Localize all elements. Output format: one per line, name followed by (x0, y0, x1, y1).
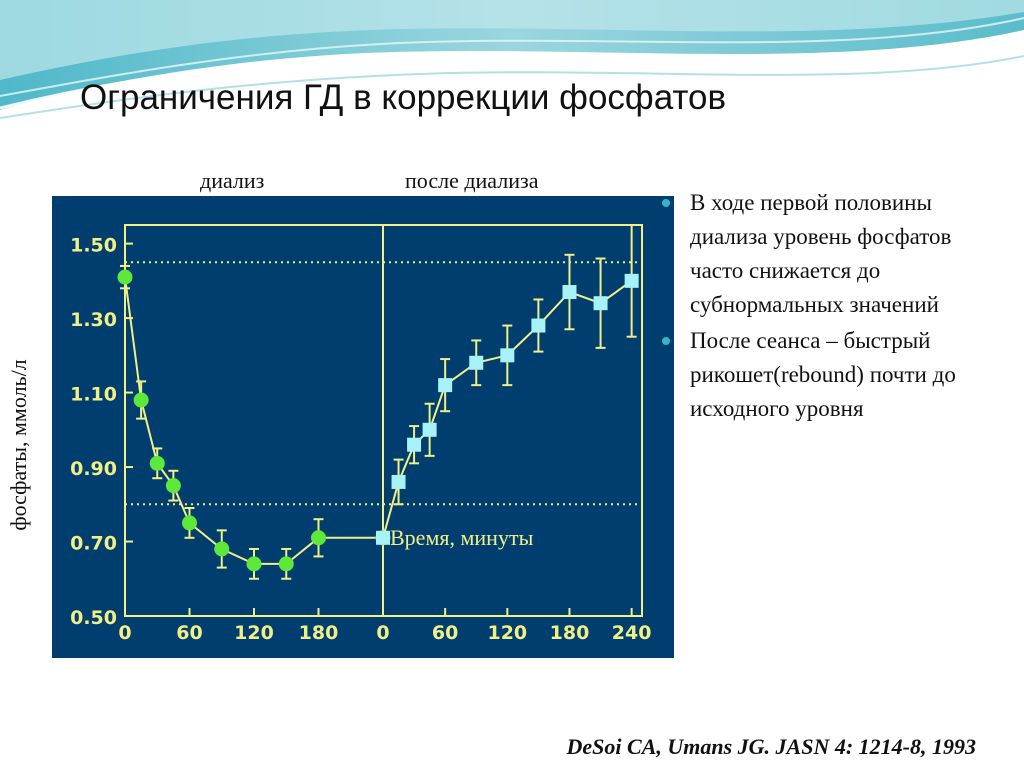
y-tick-label: 0.70 (70, 533, 117, 555)
y-tick-label: 1.30 (70, 309, 117, 331)
header-wave-banner (0, 0, 1024, 119)
x-tick-label: 240 (612, 622, 652, 644)
caption-after-dialysis: после диализа (405, 168, 539, 193)
data-point (165, 478, 181, 494)
data-point (422, 422, 437, 437)
data-point (469, 355, 484, 370)
citation: DeSoi CA, Umans JG. JASN 4: 1214-8, 1993 (566, 734, 976, 759)
y-tick-label: 1.50 (70, 235, 117, 257)
data-point (531, 318, 546, 333)
data-point (562, 285, 577, 300)
y-axis-label: фосфаты, ммоль/л (6, 359, 31, 531)
data-point (278, 556, 294, 572)
y-tick-label: 0.50 (70, 607, 117, 629)
x-tick-label: 120 (487, 622, 527, 644)
x-tick-label: 60 (176, 622, 202, 644)
bullet-dot-icon (662, 337, 670, 345)
data-point (500, 348, 515, 363)
x-tick-label: 0 (118, 622, 131, 644)
bullet-text: В ходе первой половины диализа уровень ф… (690, 190, 952, 317)
data-point (117, 269, 133, 285)
data-point (391, 474, 406, 489)
bullet-text: После сеанса – быстрый рикошет(rebound) … (690, 328, 956, 421)
data-point (182, 515, 197, 531)
bullet-item: После сеанса – быстрый рикошет(rebound) … (660, 324, 1010, 426)
y-tick-label: 0.90 (70, 458, 117, 480)
x-tick-label: 60 (432, 622, 458, 644)
phosphate-chart: 0.50 0.70 0.90 1.10 1.30 1.50 0 60 120 180 0 60 120 1… (52, 196, 674, 658)
data-point (133, 392, 149, 408)
bullet-item: В ходе первой половины диализа уровень ф… (660, 186, 1010, 322)
data-point (593, 296, 608, 311)
data-point (407, 437, 422, 452)
x-tick-label: 0 (376, 622, 389, 644)
plot-background (52, 196, 674, 658)
data-point (246, 556, 262, 572)
bullet-dot-icon (662, 199, 670, 207)
x-axis-label: Время, минуты (390, 525, 534, 550)
x-tick-label: 120 (234, 622, 274, 644)
data-point (624, 273, 639, 288)
y-tick-label: 1.10 (70, 384, 117, 406)
x-tick-label: 180 (550, 622, 590, 644)
series-line (124, 277, 383, 565)
data-point (311, 530, 326, 546)
data-point (149, 455, 165, 471)
caption-dialysis: диализ (200, 168, 265, 193)
x-tick-label: 180 (299, 622, 339, 644)
data-point (214, 541, 230, 557)
data-point (438, 378, 453, 393)
slide-title: Ограничения ГД в коррекции фосфатов (80, 78, 727, 117)
bullet-list: В ходе первой половины диализа уровень ф… (660, 186, 1010, 428)
data-point (376, 530, 390, 545)
